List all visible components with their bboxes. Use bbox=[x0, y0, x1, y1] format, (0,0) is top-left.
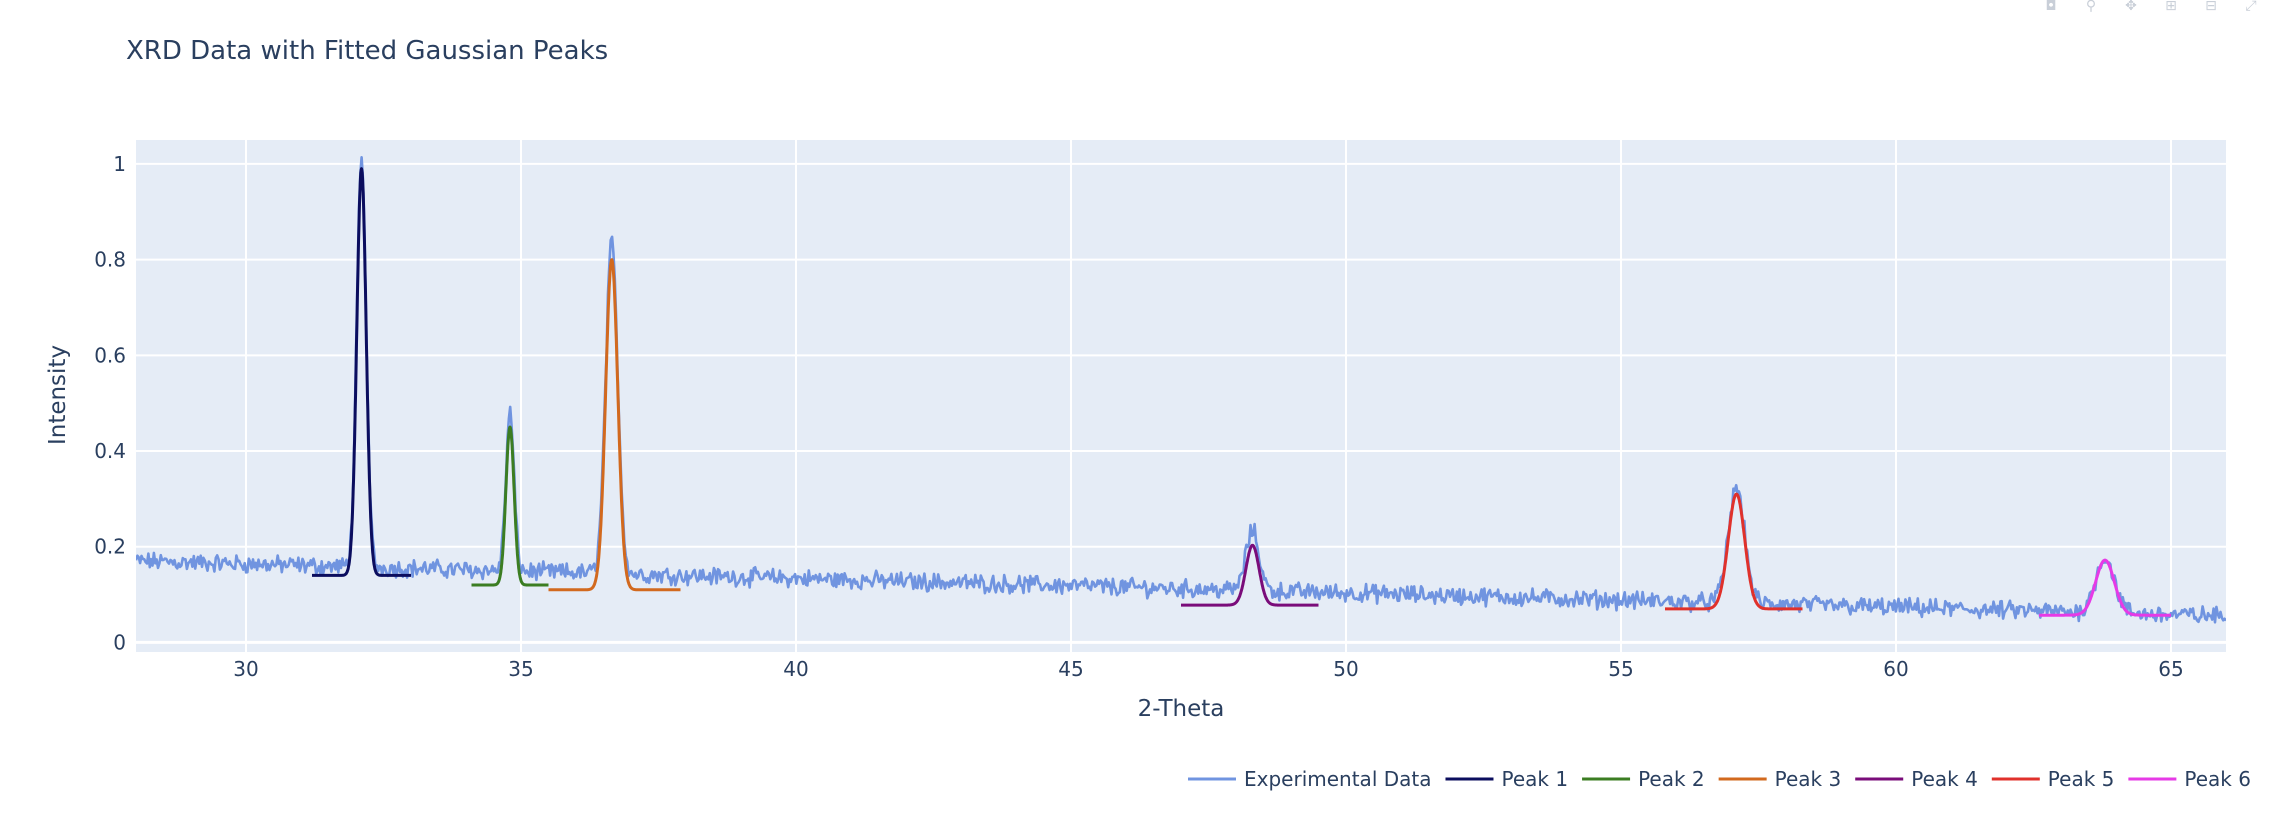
zoom-icon[interactable]: ⚲ bbox=[2085, 0, 2097, 12]
x-tick-label: 50 bbox=[1333, 657, 1358, 681]
autoscale-icon[interactable]: ⤢ bbox=[2245, 0, 2257, 12]
peak-1-fit-line bbox=[310, 167, 413, 577]
legend-item[interactable]: Peak 6 bbox=[2128, 767, 2251, 791]
peak-2-fit-line bbox=[470, 425, 550, 587]
legend-label: Peak 6 bbox=[2184, 767, 2251, 791]
y-tick-label: 1 bbox=[113, 152, 126, 176]
grid-lines bbox=[136, 140, 2226, 652]
chart-title: XRD Data with Fitted Gaussian Peaks bbox=[126, 36, 608, 66]
peak-5-fit-line bbox=[1664, 492, 1804, 611]
legend-label: Peak 5 bbox=[2048, 767, 2115, 791]
y-tick-label: 0 bbox=[113, 630, 126, 654]
download-plot-icon[interactable]: ◘ bbox=[2045, 0, 2057, 12]
x-tick-label: 60 bbox=[1883, 657, 1908, 681]
y-tick-label: 0.2 bbox=[94, 535, 126, 559]
y-tick-label: 0.8 bbox=[94, 248, 126, 272]
modebar: ◘ ⚲ ✥ ⊞ ⊟ ⤢ bbox=[2038, 0, 2264, 14]
legend-label: Peak 3 bbox=[1775, 767, 1842, 791]
y-tick-label: 0.6 bbox=[94, 343, 126, 367]
legend-item[interactable]: Peak 4 bbox=[1855, 767, 1978, 791]
peak-6-fit-line bbox=[2037, 558, 2173, 617]
zoom-in-icon[interactable]: ⊞ bbox=[2165, 0, 2177, 12]
legend-label: Peak 1 bbox=[1501, 767, 1568, 791]
x-tick-label: 55 bbox=[1608, 657, 1633, 681]
legend-label: Experimental Data bbox=[1244, 767, 1431, 791]
plot-traces bbox=[136, 156, 2226, 624]
legend-item[interactable]: Peak 1 bbox=[1445, 767, 1568, 791]
x-tick-label: 35 bbox=[508, 657, 533, 681]
x-tick-label: 30 bbox=[233, 657, 258, 681]
x-axis-ticks: 30 35 40 45 50 55 60 65 bbox=[233, 657, 2183, 681]
legend[interactable]: Experimental Data Peak 1 Peak 2 Peak 3 Peak … bbox=[1188, 767, 2251, 791]
y-axis-title: Intensity bbox=[45, 345, 71, 445]
plot-area bbox=[136, 140, 2226, 652]
peak-3-fit-line bbox=[547, 258, 682, 592]
x-axis-title: 2-Theta bbox=[1138, 696, 1225, 722]
legend-item[interactable]: Experimental Data bbox=[1188, 767, 1431, 791]
x-tick-label: 40 bbox=[783, 657, 808, 681]
y-tick-label: 0.4 bbox=[94, 439, 126, 463]
legend-item[interactable]: Peak 2 bbox=[1582, 767, 1705, 791]
pan-icon[interactable]: ✥ bbox=[2125, 0, 2137, 12]
peak-4-fit-line bbox=[1180, 543, 1320, 607]
experimental-data-line bbox=[136, 156, 2226, 624]
zoom-out-icon[interactable]: ⊟ bbox=[2205, 0, 2217, 12]
legend-label: Peak 2 bbox=[1638, 767, 1705, 791]
x-tick-label: 45 bbox=[1058, 657, 1083, 681]
legend-item[interactable]: Peak 3 bbox=[1718, 767, 1842, 791]
legend-label: Peak 4 bbox=[1911, 767, 1978, 791]
x-tick-label: 65 bbox=[2158, 657, 2183, 681]
legend-item[interactable]: Peak 5 bbox=[1991, 767, 2115, 791]
y-axis-ticks: 0 0.2 0.4 0.6 0.8 1 bbox=[94, 152, 126, 655]
